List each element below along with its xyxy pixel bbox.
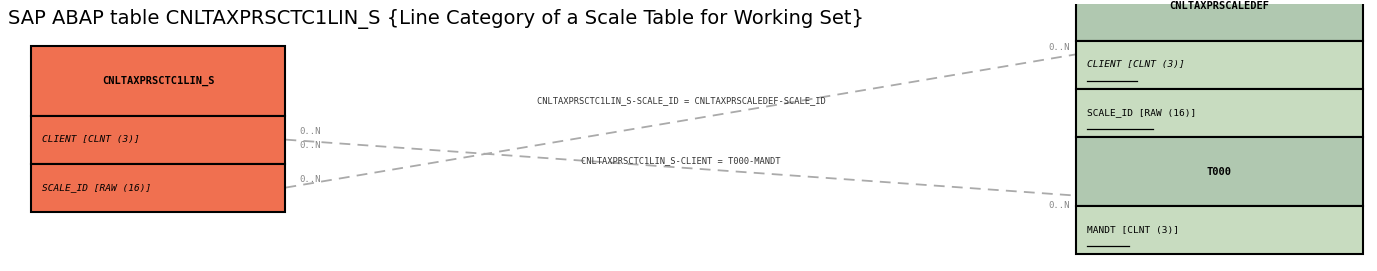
Bar [1077,41,1363,89]
Text: CLIENT [CLNT (3)]: CLIENT [CLNT (3)] [41,135,139,144]
Text: SAP ABAP table CNLTAXPRSCTC1LIN_S {Line Category of a Scale Table for Working Se: SAP ABAP table CNLTAXPRSCTC1LIN_S {Line … [7,9,863,29]
Text: CLIENT [CLNT (3)]: CLIENT [CLNT (3)] [1088,60,1186,69]
Bar [1077,89,1363,137]
Text: CNLTAXPRSCTC1LIN_S-SCALE_ID = CNLTAXPRSCALEDEF-SCALE_ID: CNLTAXPRSCTC1LIN_S-SCALE_ID = CNLTAXPRSC… [537,96,825,105]
Bar [1077,206,1363,254]
Text: CNLTAXPRSCTC1LIN_S: CNLTAXPRSCTC1LIN_S [102,76,215,86]
Text: CNLTAXPRSCALEDEF: CNLTAXPRSCALEDEF [1169,1,1270,11]
Text: MANDT [CLNT (3)]: MANDT [CLNT (3)] [1088,226,1180,235]
Text: 0..N: 0..N [1048,201,1070,210]
Bar [30,116,285,164]
Bar [30,46,285,116]
Text: T000: T000 [1208,167,1232,177]
Bar [1077,0,1363,41]
Text: 0..N: 0..N [1048,43,1070,51]
Text: 0..N: 0..N [299,141,321,150]
Text: 0..N: 0..N [299,127,321,136]
Text: SCALE_ID [RAW (16)]: SCALE_ID [RAW (16)] [41,183,151,192]
Bar [1077,137,1363,206]
Text: CNLTAXPRSCTC1LIN_S-CLIENT = T000-MANDT: CNLTAXPRSCTC1LIN_S-CLIENT = T000-MANDT [581,156,781,165]
Text: 0..N: 0..N [299,175,321,184]
Bar [30,164,285,212]
Text: SCALE_ID [RAW (16)]: SCALE_ID [RAW (16)] [1088,108,1197,117]
